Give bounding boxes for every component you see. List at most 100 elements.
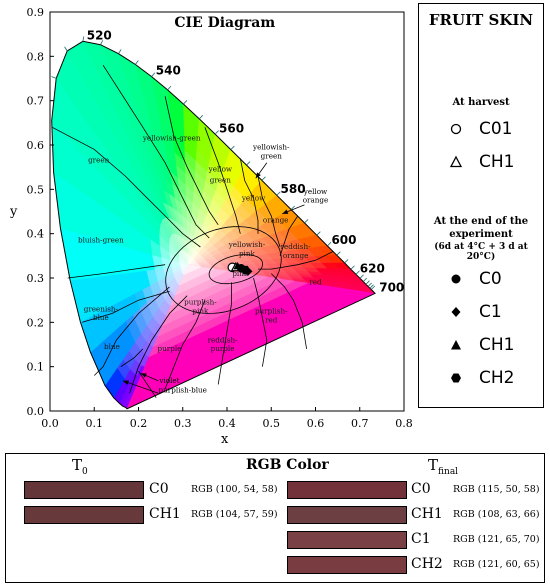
wavelength-tick bbox=[214, 130, 219, 135]
region-label: red bbox=[309, 278, 322, 287]
legend-item: C0 bbox=[449, 269, 502, 289]
filled-circle-icon bbox=[451, 274, 461, 284]
wavelength-tick bbox=[276, 191, 281, 196]
wavelength-tick bbox=[350, 265, 355, 270]
region-boundary-line bbox=[138, 370, 157, 398]
end-heading: At the end of the bbox=[433, 216, 529, 227]
region-label: blue bbox=[104, 342, 120, 351]
region-boundary-line bbox=[271, 273, 307, 349]
end-heading: experiment bbox=[449, 229, 513, 240]
tfinal-rgb-ch2: RGB (121, 60, 65) bbox=[453, 559, 540, 570]
wavelength-tick bbox=[64, 46, 68, 52]
y-tick-label: 0.5 bbox=[27, 183, 45, 196]
wavelength-tick bbox=[151, 72, 156, 77]
tfinal-subscript: final bbox=[438, 467, 459, 477]
wavelength-tick bbox=[230, 145, 235, 150]
axes bbox=[49, 11, 405, 412]
wavelength-tick bbox=[82, 36, 85, 42]
wavelength-tick bbox=[327, 242, 332, 247]
region-boundary-line bbox=[217, 282, 232, 385]
t0-heading: T0 bbox=[72, 456, 88, 477]
tfinal-heading: Tfinal bbox=[428, 456, 458, 477]
tfinal-swatch-ch1 bbox=[287, 506, 407, 524]
wavelength-tick bbox=[304, 219, 309, 224]
region-label: blue bbox=[93, 313, 109, 322]
legend-label: C1 bbox=[479, 302, 502, 322]
arrow-head bbox=[123, 380, 130, 385]
t0-label: T bbox=[72, 456, 83, 474]
region-label: pink bbox=[232, 269, 249, 278]
legend-label: C0 bbox=[479, 269, 502, 289]
annotation-label: yellowish- bbox=[252, 142, 290, 151]
y-tick-label: 0.9 bbox=[27, 6, 45, 19]
wavelength-tick bbox=[183, 100, 188, 105]
region-label: reddish- bbox=[281, 242, 312, 251]
region-boundary-line bbox=[67, 264, 166, 279]
x-axis-label: x bbox=[221, 432, 229, 447]
region-label: yellow bbox=[241, 193, 266, 202]
legend-title: FRUIT SKIN bbox=[428, 11, 534, 29]
data-point-ch2-filled-hexagon bbox=[241, 265, 250, 275]
tfinal-swatch-c0 bbox=[287, 481, 407, 499]
region-boundary-line bbox=[94, 286, 170, 376]
tfinal-rgb-ch1: RGB (108, 63, 66) bbox=[453, 509, 540, 520]
legend-label: CH1 bbox=[479, 152, 515, 172]
x-tick-label: 0.0 bbox=[41, 417, 59, 430]
t0-rgb-ch1: RGB (104, 57, 59) bbox=[191, 509, 278, 520]
tfinal-swatch-ch2 bbox=[287, 556, 407, 574]
y-tick-label: 0.6 bbox=[27, 139, 45, 152]
annotation-label: orange bbox=[303, 196, 329, 205]
y-tick-label: 0.4 bbox=[27, 228, 45, 241]
annotation-label: violet bbox=[158, 376, 179, 385]
region-label: yellow bbox=[208, 165, 233, 174]
region-boundary-line bbox=[52, 126, 201, 248]
wavelength-tick bbox=[135, 60, 139, 65]
region-label: purple bbox=[211, 344, 235, 353]
t0-label-c0: C0 bbox=[149, 481, 169, 497]
region-label: orange bbox=[263, 216, 289, 225]
x-tick-label: 0.3 bbox=[174, 417, 192, 430]
wavelength-tick bbox=[355, 270, 360, 275]
region-boundary-line bbox=[164, 300, 206, 389]
harvest-heading: At harvest bbox=[452, 97, 510, 108]
tfinal-label-ch1: CH1 bbox=[411, 506, 443, 522]
gamut-cell bbox=[51, 119, 64, 180]
data-markers bbox=[227, 261, 253, 276]
region-boundary-line bbox=[164, 96, 219, 226]
region-boundary-line bbox=[257, 175, 281, 248]
filled-hexagon-icon bbox=[451, 373, 461, 383]
wavelength-tick bbox=[51, 76, 57, 79]
tfinal-label-ch2: CH2 bbox=[411, 556, 443, 572]
y-tick-label: 0.7 bbox=[27, 95, 45, 108]
y-tick-label: 0.2 bbox=[27, 316, 45, 329]
region-label: bluish-green bbox=[78, 236, 124, 245]
wavelength-tick bbox=[198, 115, 204, 120]
t0-rgb-c0: RGB (100, 54, 58) bbox=[191, 484, 278, 495]
arrow-head bbox=[255, 172, 261, 179]
color-region-boundaries bbox=[52, 64, 334, 398]
y-axis-label: y bbox=[9, 205, 18, 220]
cie-chart: 0.0 0.1 0.2 0.3 0.4 0.5 0.6 0.7 0.8 0.0 0.1 0.2 0.3 0… bbox=[9, 6, 412, 447]
x-tick-label: 0.1 bbox=[86, 417, 104, 430]
y-tick-label: 0.1 bbox=[27, 361, 45, 374]
x-tick-label: 0.2 bbox=[130, 417, 148, 430]
wavelength-label: 700 bbox=[379, 281, 404, 295]
wavelength-tick bbox=[369, 284, 374, 289]
region-label: greenish- bbox=[84, 304, 119, 313]
data-point-ch1-filled-triangle bbox=[233, 261, 242, 270]
y-tick-label: 0.3 bbox=[27, 272, 45, 285]
open-triangle-icon bbox=[449, 155, 463, 168]
y-tick-label: 0.8 bbox=[27, 50, 45, 63]
legend-label: CH2 bbox=[479, 368, 515, 388]
wavelength-tick bbox=[246, 161, 251, 166]
rgb-color-panel: T0 RGB Color Tfinal C0 RGB (100, 54, 58)… bbox=[5, 453, 545, 583]
region-boundary-line bbox=[204, 127, 241, 234]
rgb-title: RGB Color bbox=[246, 457, 329, 473]
wavelength-tick bbox=[367, 282, 372, 287]
legend-panel: FRUIT SKIN At harvest C01 CH1 At the end… bbox=[418, 3, 544, 408]
gamut-cell bbox=[357, 287, 376, 294]
wavelength-label: 560 bbox=[219, 121, 244, 135]
tfinal-rgb-c0: RGB (115, 50, 58) bbox=[453, 484, 540, 495]
wavelength-tick bbox=[359, 274, 364, 279]
region-boundary-line bbox=[102, 64, 210, 239]
